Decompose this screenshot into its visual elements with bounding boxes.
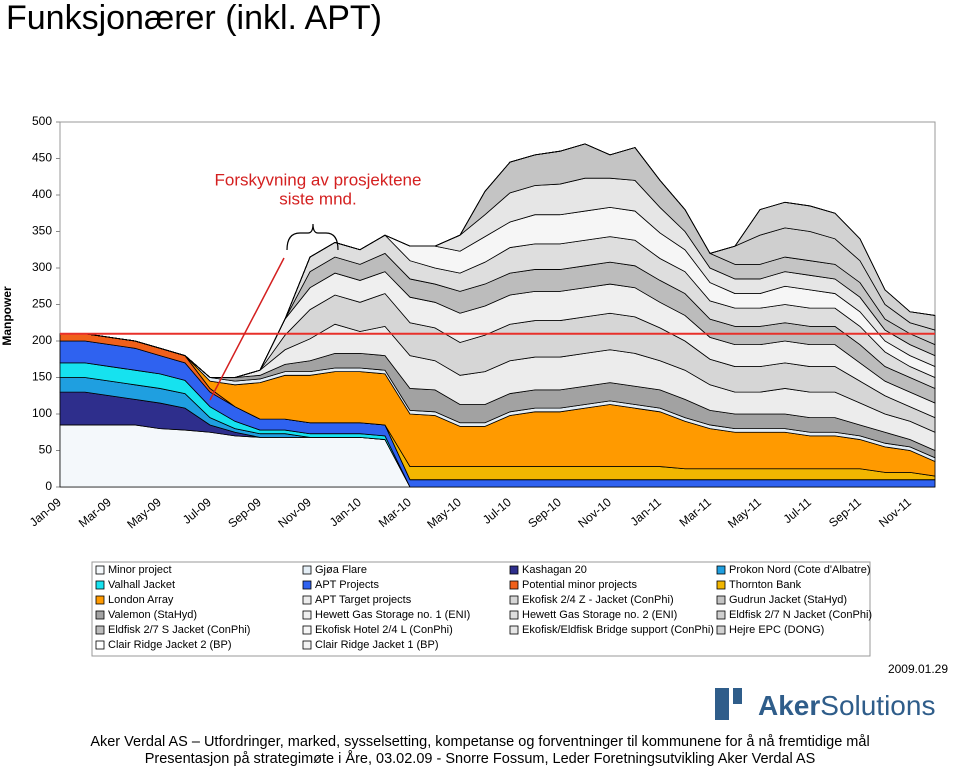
legend-swatch (716, 625, 726, 635)
annotation: Forskyvning av prosjektene (215, 170, 422, 189)
legend-label: Gjøa Flare (315, 564, 367, 576)
y-tick-label: 200 (32, 333, 52, 347)
x-tick-label: Sep-09 (225, 495, 264, 531)
legend-label: Eldfisk 2/7 S Jacket (ConPhi) (108, 624, 250, 636)
logo-mark (715, 688, 729, 720)
legend-label: Kashagan 20 (522, 564, 587, 576)
legend-label: Hewett Gas Storage no. 1 (ENI) (315, 609, 470, 621)
x-tick-label: May-10 (424, 495, 464, 532)
footer: Aker Verdal AS – Utfordringer, marked, s… (90, 734, 869, 750)
legend-swatch (302, 640, 312, 650)
x-tick-label: Jul-11 (781, 495, 815, 526)
x-tick-label: May-11 (725, 495, 764, 531)
y-tick-label: 100 (32, 406, 52, 420)
legend-swatch (95, 595, 105, 605)
x-tick-label: Mar-10 (376, 495, 414, 530)
brace (286, 223, 339, 251)
legend-label: Prokon Nord (Cote d'Albatre) (729, 564, 871, 576)
footer: Presentasjon på strategimøte i Åre, 03.0… (145, 750, 816, 767)
legend-label: Valhall Jacket (108, 579, 175, 591)
x-tick-label: Jan-09 (27, 495, 64, 530)
legend-swatch (95, 610, 105, 620)
logo-text: AkerSolutions (758, 690, 935, 721)
x-tick-label: Nov-09 (275, 495, 314, 531)
legend-swatch (509, 625, 519, 635)
legend-label: London Array (108, 594, 174, 606)
legend-swatch (95, 565, 105, 575)
y-tick-label: 0 (45, 479, 52, 493)
x-tick-label: Sep-11 (826, 495, 864, 530)
x-tick-label: Nov-10 (575, 495, 614, 531)
y-tick-label: 450 (32, 151, 52, 165)
legend-label: Thornton Bank (729, 579, 802, 591)
annotation: siste mnd. (279, 189, 356, 208)
legend-swatch (716, 595, 726, 605)
legend-swatch (95, 640, 105, 650)
legend-label: Clair Ridge Jacket 2 (BP) (108, 639, 232, 651)
legend-swatch (302, 610, 312, 620)
y-tick-label: 250 (32, 297, 52, 311)
legend-swatch (509, 565, 519, 575)
legend-swatch (509, 610, 519, 620)
legend-items: Minor project Gjøa Flare Kashagan 20 Prokon… (95, 564, 872, 651)
logo: AkerSolutions (715, 688, 935, 721)
legend-swatch (302, 595, 312, 605)
y-tick-label: 150 (32, 370, 52, 384)
x-tick-label: Mar-11 (677, 495, 715, 530)
arrow-line (209, 257, 285, 401)
legend-swatch (302, 580, 312, 590)
legend-label: APT Projects (315, 579, 379, 591)
x-tick-label: Jul-09 (180, 495, 214, 527)
y-tick-label: 350 (32, 224, 52, 238)
legend-swatch (716, 565, 726, 575)
legend-label: APT Target projects (315, 594, 412, 606)
legend-swatch (716, 580, 726, 590)
legend-label: Ekofisk/Eldfisk Bridge support (ConPhi) (522, 624, 714, 636)
legend-swatch (95, 580, 105, 590)
legend (91, 561, 871, 657)
y-axis-label: Manpower (0, 286, 14, 346)
x-tick-label: May-09 (124, 495, 164, 532)
legend-swatch (302, 625, 312, 635)
legend-label: Hewett Gas Storage no. 2 (ENI) (522, 609, 677, 621)
plot (56, 121, 936, 488)
logo-mark (733, 688, 742, 704)
legend-label: Ekofisk 2/4 Z - Jacket (ConPhi) (522, 594, 674, 606)
x-tick-label: Nov-11 (876, 495, 914, 530)
legend-label: Valemon (StaHyd) (108, 609, 197, 621)
legend-label: Hejre EPC (DONG) (729, 624, 824, 636)
y-tick-label: 50 (39, 443, 53, 457)
area (60, 143, 936, 378)
y-tick-label: 300 (32, 260, 52, 274)
legend-swatch (509, 595, 519, 605)
legend-swatch (509, 580, 519, 590)
date: 2009.01.29 (888, 662, 948, 676)
y-tick-label: 400 (32, 187, 52, 201)
legend-label: Ekofisk Hotel 2/4 L (ConPhi) (315, 624, 453, 636)
x-tick-label: Jul-10 (480, 495, 514, 527)
legend-label: Clair Ridge Jacket 1 (BP) (315, 639, 439, 651)
legend-label: Minor project (108, 564, 172, 576)
legend-swatch (302, 565, 312, 575)
legend-swatch (716, 610, 726, 620)
x-tick-label: Jan-11 (628, 495, 665, 529)
x-tick-label: Sep-10 (525, 495, 564, 531)
legend-swatch (95, 625, 105, 635)
legend-label: Eldfisk 2/7 N Jacket (ConPhi) (729, 609, 872, 621)
legend-label: Potential minor projects (522, 579, 637, 591)
page-title: Funksjonærer (inkl. APT) (6, 0, 382, 37)
x-tick-label: Mar-09 (76, 495, 114, 530)
legend-label: Gudrun Jacket (StaHyd) (729, 594, 847, 606)
x-tick-label: Jan-10 (327, 495, 364, 530)
y-tick-label: 500 (32, 114, 52, 128)
